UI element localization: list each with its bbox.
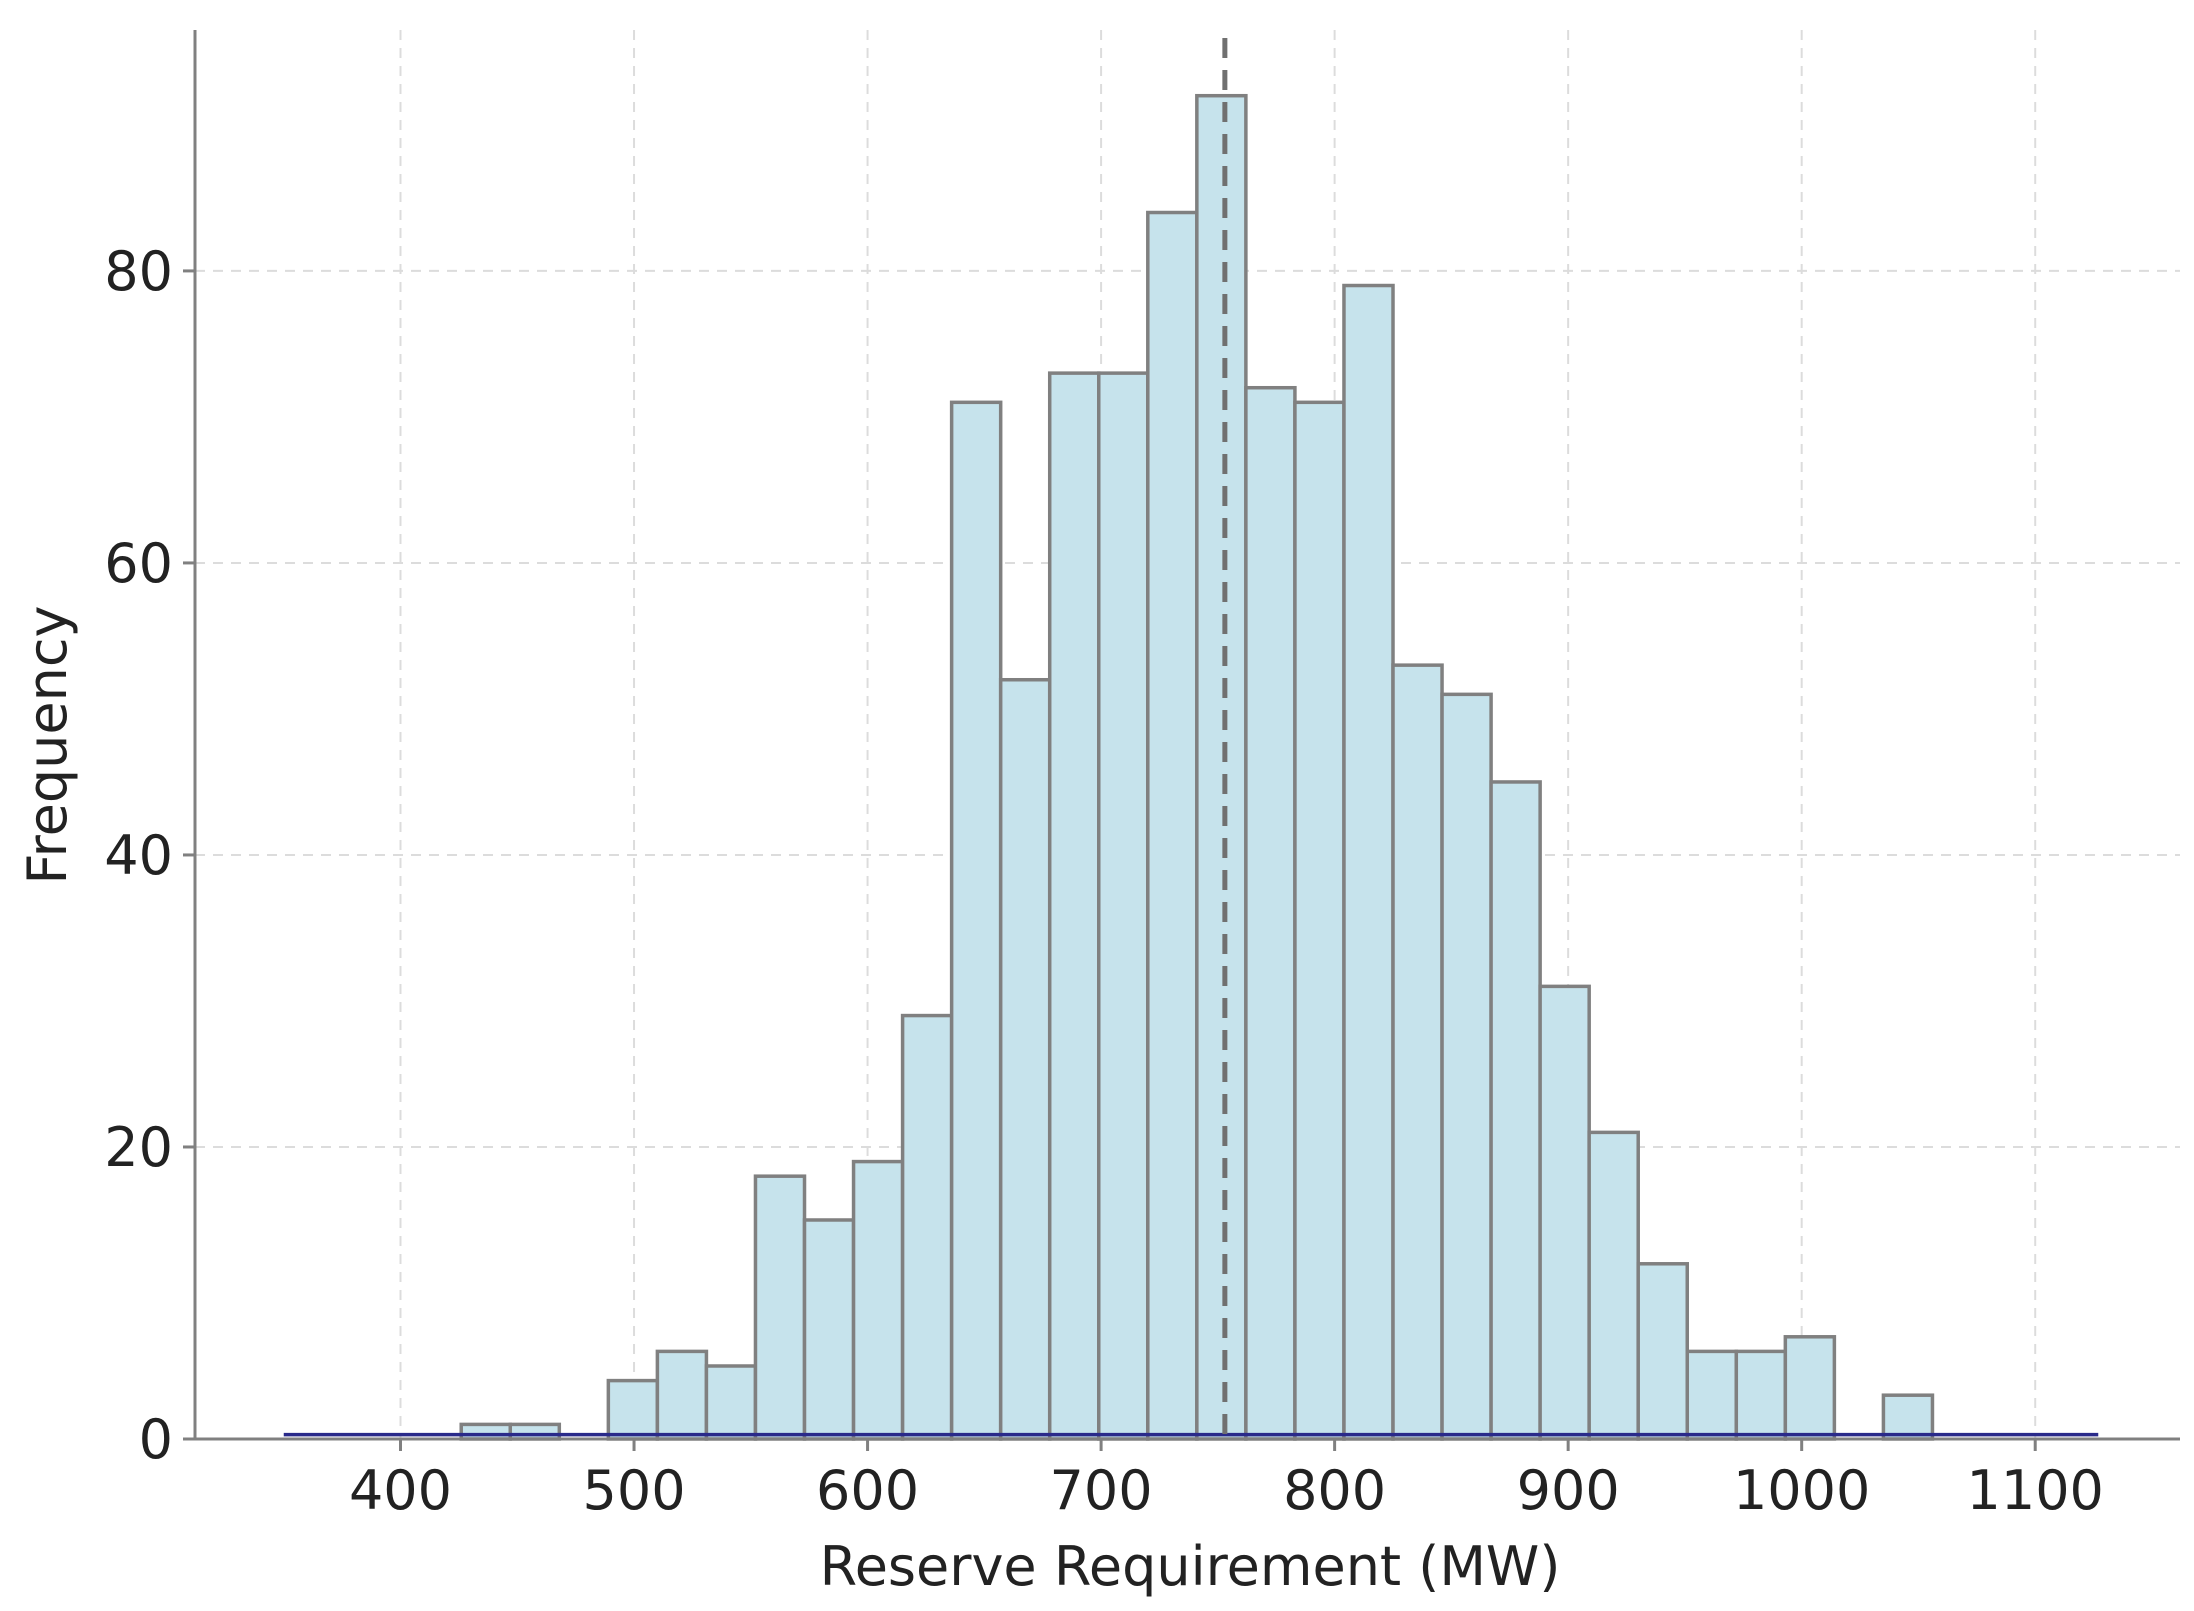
x-tick-label: 1000 bbox=[1733, 1459, 1870, 1522]
x-tick-label: 900 bbox=[1517, 1459, 1620, 1522]
histogram-bar bbox=[655, 1349, 709, 1441]
histogram-bar bbox=[1587, 1130, 1640, 1441]
histogram-bar bbox=[1440, 692, 1493, 1441]
histogram-bar bbox=[753, 1174, 807, 1441]
histogram-bar bbox=[1391, 663, 1444, 1441]
x-tick-label: 400 bbox=[349, 1459, 452, 1522]
histogram-bars bbox=[459, 93, 1935, 1441]
histogram-bar bbox=[1538, 984, 1591, 1441]
histogram-bar bbox=[998, 677, 1052, 1441]
y-tick-label: 0 bbox=[139, 1408, 173, 1471]
x-tick-label: 600 bbox=[816, 1459, 919, 1522]
y-tick-label: 40 bbox=[104, 824, 173, 887]
histogram-bar bbox=[1342, 283, 1395, 1441]
histogram-bar bbox=[802, 1218, 856, 1441]
histogram-bar bbox=[851, 1159, 905, 1441]
x-axis-label: Reserve Requirement (MW) bbox=[820, 1535, 1561, 1598]
y-axis-label: Frequency bbox=[16, 606, 79, 885]
histogram-bar bbox=[1636, 1262, 1690, 1441]
tick-labels: 400 500 600 700 800 900 1000 1100 0 20 40 60 80 bbox=[104, 240, 2104, 1522]
histogram-bar bbox=[508, 1422, 562, 1441]
histogram-bar bbox=[459, 1422, 513, 1441]
histogram-bar bbox=[1195, 93, 1248, 1441]
histogram-bar bbox=[1293, 400, 1346, 1441]
x-tick-label: 700 bbox=[1050, 1459, 1153, 1522]
x-tick-label: 800 bbox=[1283, 1459, 1386, 1522]
x-tick-label: 500 bbox=[582, 1459, 685, 1522]
histogram-bar bbox=[949, 400, 1003, 1441]
histogram-bar bbox=[1146, 210, 1199, 1441]
histogram-bar bbox=[606, 1378, 660, 1441]
histogram-bar bbox=[1097, 371, 1150, 1441]
overlay-lines bbox=[283, 38, 2099, 1439]
axes bbox=[183, 30, 2180, 1451]
y-tick-label: 60 bbox=[104, 532, 173, 595]
histogram-bar bbox=[900, 1013, 954, 1441]
y-tick-label: 20 bbox=[104, 1116, 173, 1179]
histogram-bar bbox=[1783, 1335, 1837, 1441]
x-tick-label: 1100 bbox=[1966, 1459, 2103, 1522]
histogram-bar bbox=[1881, 1393, 1935, 1441]
histogram-bar bbox=[704, 1364, 758, 1441]
histogram-bar bbox=[1734, 1349, 1788, 1441]
histogram-bar bbox=[1047, 371, 1101, 1441]
y-tick-label: 80 bbox=[104, 240, 173, 303]
histogram-bar bbox=[1489, 780, 1542, 1441]
histogram-bar bbox=[1685, 1349, 1739, 1441]
histogram-bar bbox=[1244, 385, 1297, 1441]
